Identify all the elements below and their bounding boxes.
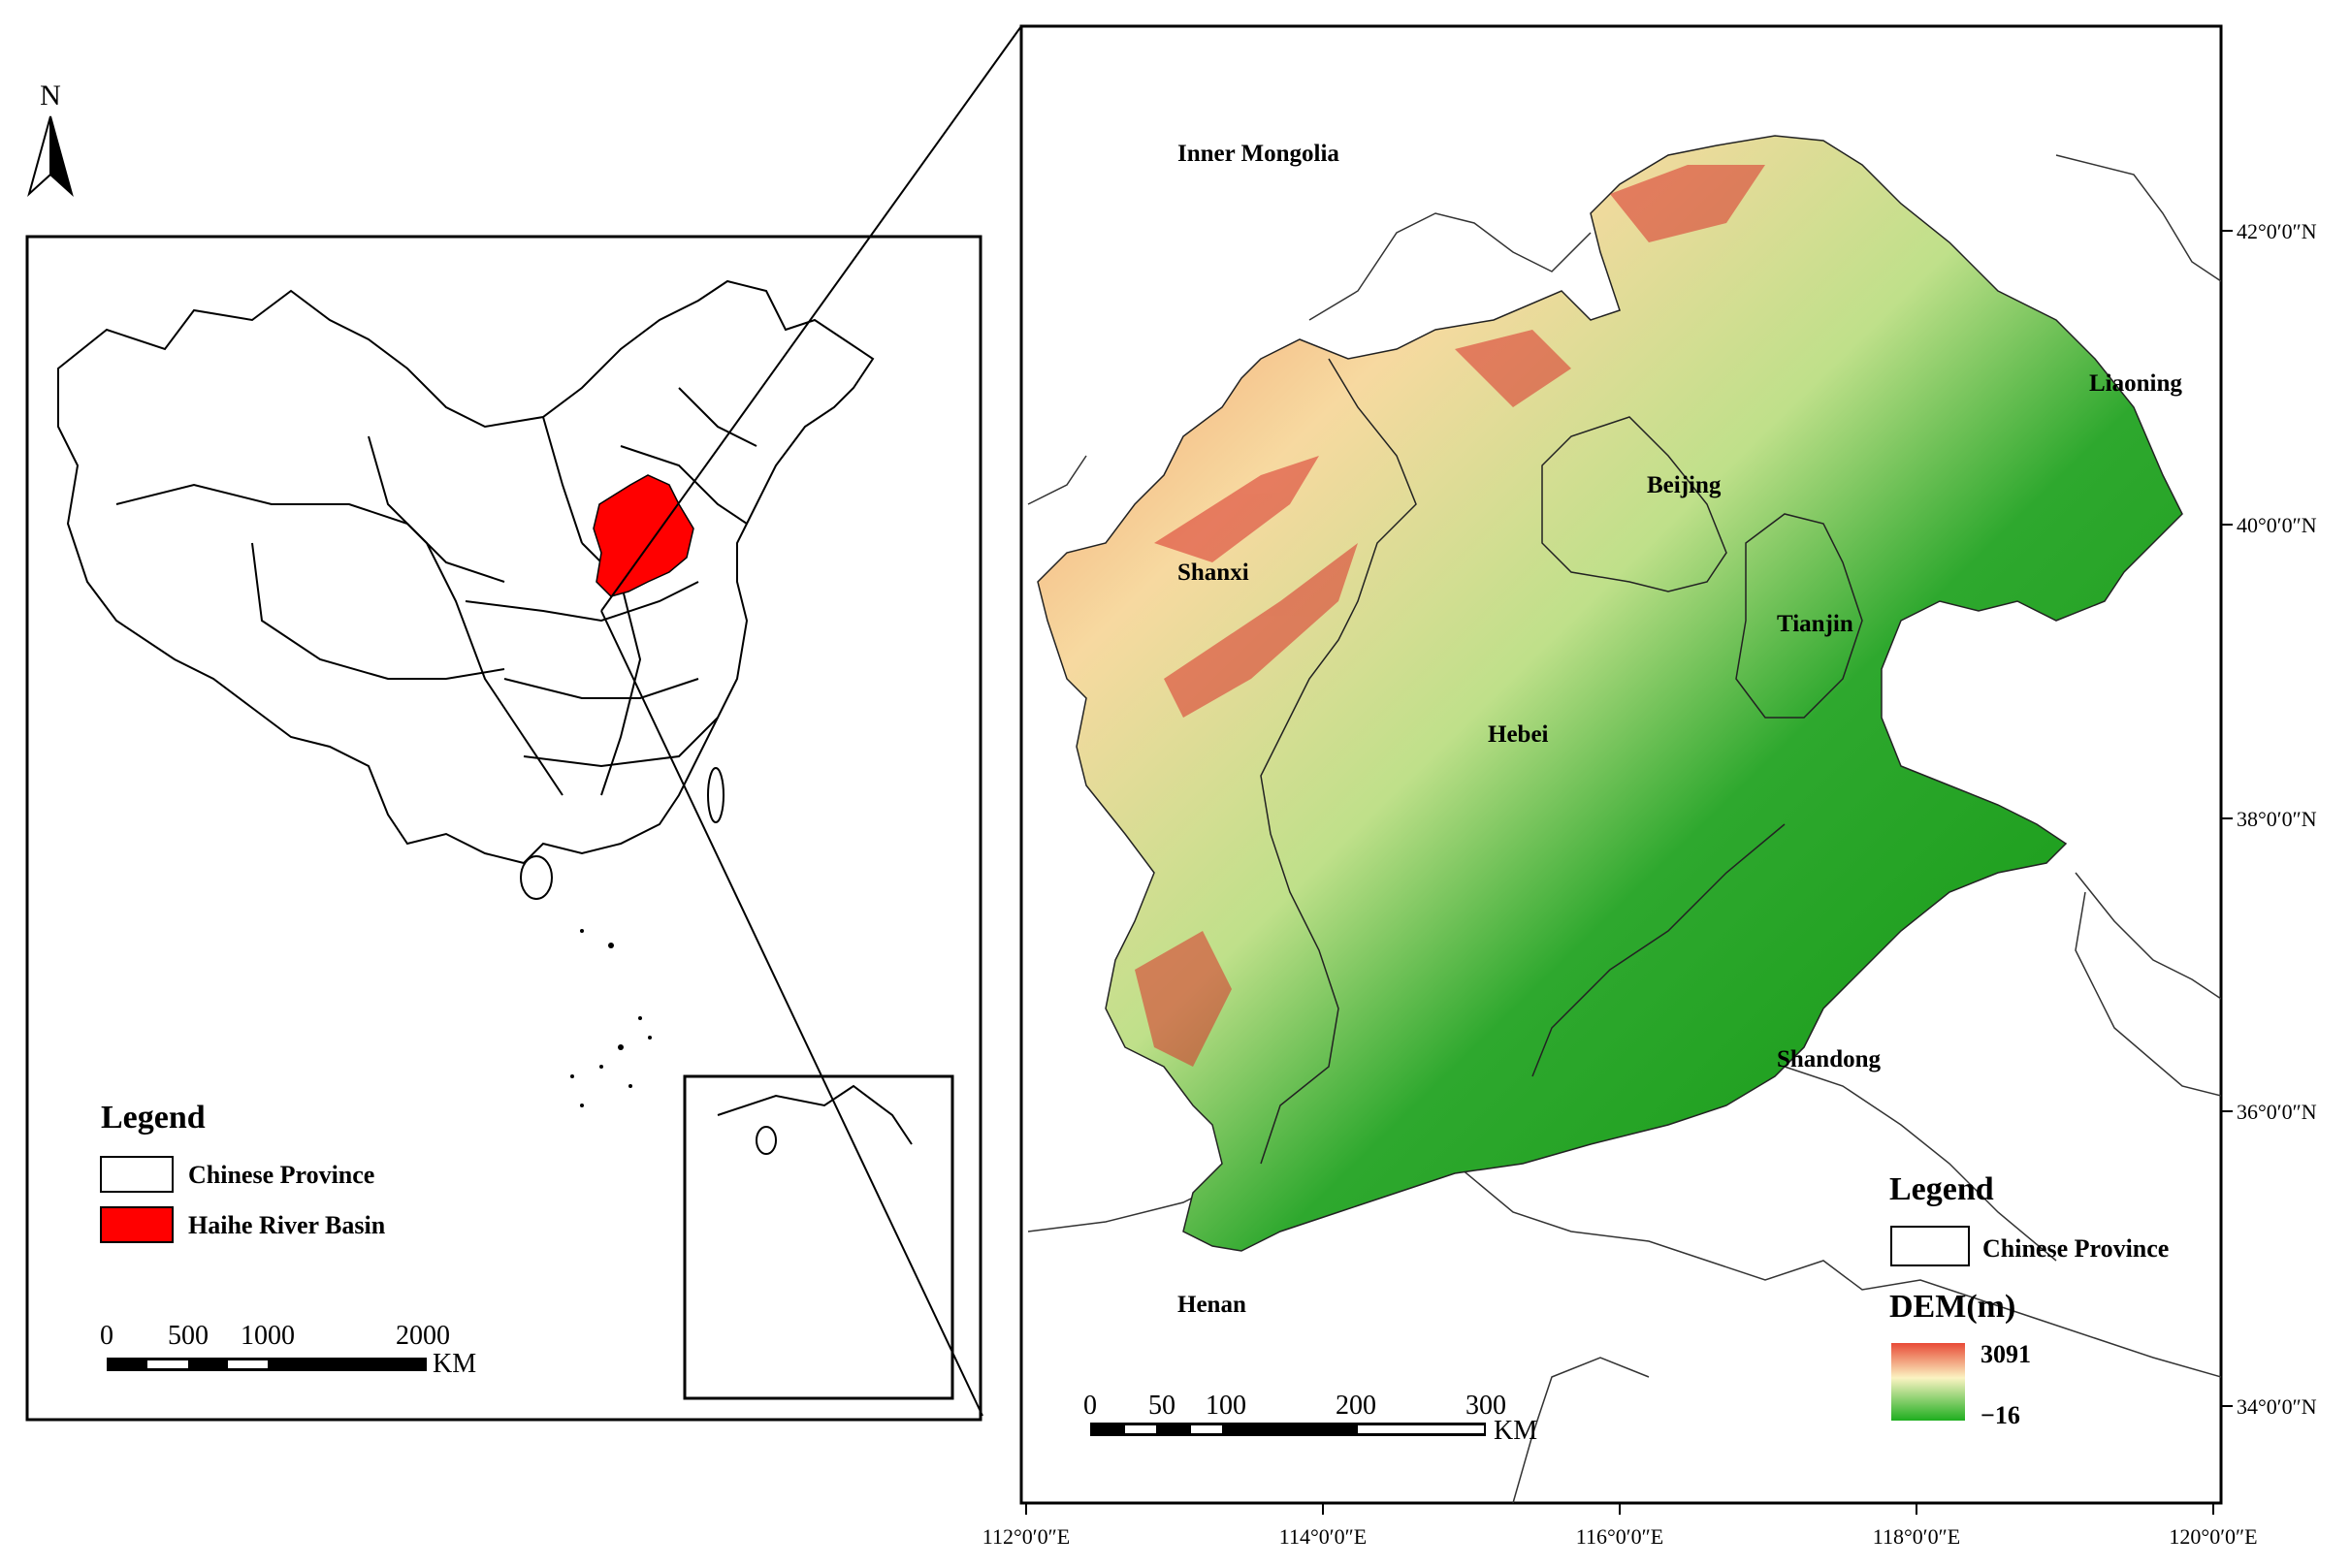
- main-legend-title: Legend: [1889, 1171, 1994, 1207]
- label-beijing: Beijing: [1647, 472, 1722, 498]
- left-scale-label-0: 0: [100, 1321, 113, 1351]
- lon-tick-112: 112°0′0″E: [982, 1524, 1070, 1549]
- label-shandong: Shandong: [1777, 1046, 1882, 1072]
- province-line-2: [251, 542, 505, 680]
- lat-tick-36: 36°0′0″N: [2237, 1100, 2317, 1124]
- dem-highland-streaks: [1135, 165, 1765, 1067]
- province-line-3: [368, 435, 564, 796]
- province-line-4: [465, 581, 699, 623]
- left-legend-swatch-province: [100, 1156, 174, 1193]
- dem-max-label: 3091: [1981, 1340, 2031, 1368]
- scs-inset-frame: [683, 1074, 954, 1400]
- north-label: N: [40, 80, 61, 112]
- lat-tick-40: 40°0′0″N: [2237, 513, 2317, 537]
- left-scale-label-1: 500: [168, 1321, 209, 1351]
- label-tianjin: Tianjin: [1777, 611, 1853, 637]
- main-scale-label-2: 100: [1206, 1391, 1246, 1421]
- lat-tick-42: 42°0′0″N: [2237, 219, 2317, 243]
- lon-tick-118: 118°0′0″E: [1873, 1524, 1960, 1549]
- main-legend-swatch-province: [1890, 1226, 1970, 1266]
- province-line-6: [523, 717, 719, 768]
- lat-tick-34: 34°0′0″N: [2237, 1394, 2317, 1419]
- main-scale-unit: KM: [1494, 1416, 1537, 1446]
- surrounding-boundaries: [1027, 154, 2221, 1503]
- lon-tick-114: 114°0′0″E: [1279, 1524, 1367, 1549]
- left-scale-label-3: 2000: [396, 1321, 450, 1351]
- scs-inset-hainan: [756, 1126, 777, 1155]
- left-legend-label-province: Chinese Province: [188, 1161, 374, 1189]
- lon-tick-116: 116°0′0″E: [1576, 1524, 1663, 1549]
- internal-boundaries: [1260, 358, 1863, 1165]
- label-shanxi: Shanxi: [1177, 560, 1249, 586]
- main-scale-label-0: 0: [1083, 1391, 1097, 1421]
- dem-legend-title: DEM(m): [1889, 1289, 2015, 1325]
- main-legend-label-province: Chinese Province: [1982, 1234, 2169, 1263]
- province-line-10: [542, 416, 583, 544]
- left-legend-label-haihe: Haihe River Basin: [188, 1211, 386, 1239]
- province-line-5: [503, 678, 699, 699]
- connector-line-top: [600, 25, 1022, 612]
- main-scale-bar: 0 50 100 200 300 KM: [1083, 1391, 1537, 1446]
- dem-colorbar: [1891, 1343, 1965, 1421]
- scs-islands: [570, 929, 652, 1107]
- china-outline: [57, 279, 875, 865]
- hainan-island: [520, 855, 553, 900]
- latitude-ticks: 42°0′0″N 40°0′0″N 38°0′0″N 36°0′0″N 34°0…: [2221, 219, 2317, 1419]
- north-arrow: N: [27, 80, 74, 198]
- taiwan-island: [707, 767, 725, 823]
- main-scale-label-4: 300: [1465, 1391, 1506, 1421]
- haihe-basin-dem: [1037, 135, 2183, 1252]
- lat-tick-38: 38°0′0″N: [2237, 807, 2317, 831]
- main-place-labels: Inner Mongolia Liaoning Beijing Shanxi T…: [1177, 141, 2182, 1318]
- dem-min-label: −16: [1981, 1401, 2020, 1429]
- north-arrow-icon: [27, 115, 51, 198]
- connector-line-bottom: [600, 610, 983, 1417]
- north-arrow-icon-right: [49, 115, 74, 198]
- left-legend-title: Legend: [101, 1100, 206, 1136]
- label-inner-mongolia: Inner Mongolia: [1177, 141, 1339, 167]
- left-legend-swatch-haihe: [100, 1206, 174, 1243]
- haihe-basin-small: [593, 474, 694, 597]
- china-provinces: [57, 279, 875, 900]
- label-liaoning: Liaoning: [2089, 370, 2182, 397]
- main-scale-label-1: 50: [1148, 1391, 1176, 1421]
- longitude-ticks: 112°0′0″E 114°0′0″E 116°0′0″E 118°0′0″E …: [982, 1503, 2258, 1549]
- province-line-9: [620, 445, 748, 525]
- scs-inset-coast: [717, 1084, 913, 1145]
- main-scale-label-3: 200: [1336, 1391, 1376, 1421]
- left-scale-bar: 0 500 1000 2000 KM: [100, 1321, 476, 1379]
- china-inset-frame: [25, 235, 982, 1422]
- province-line-1: [115, 483, 505, 583]
- left-scale-unit: KM: [433, 1349, 476, 1379]
- lon-tick-120: 120°0′0″E: [2169, 1524, 2257, 1549]
- left-scale-label-2: 1000: [241, 1321, 295, 1351]
- label-hebei: Hebei: [1488, 721, 1549, 748]
- province-line-8: [678, 387, 757, 447]
- label-henan: Henan: [1177, 1292, 1246, 1318]
